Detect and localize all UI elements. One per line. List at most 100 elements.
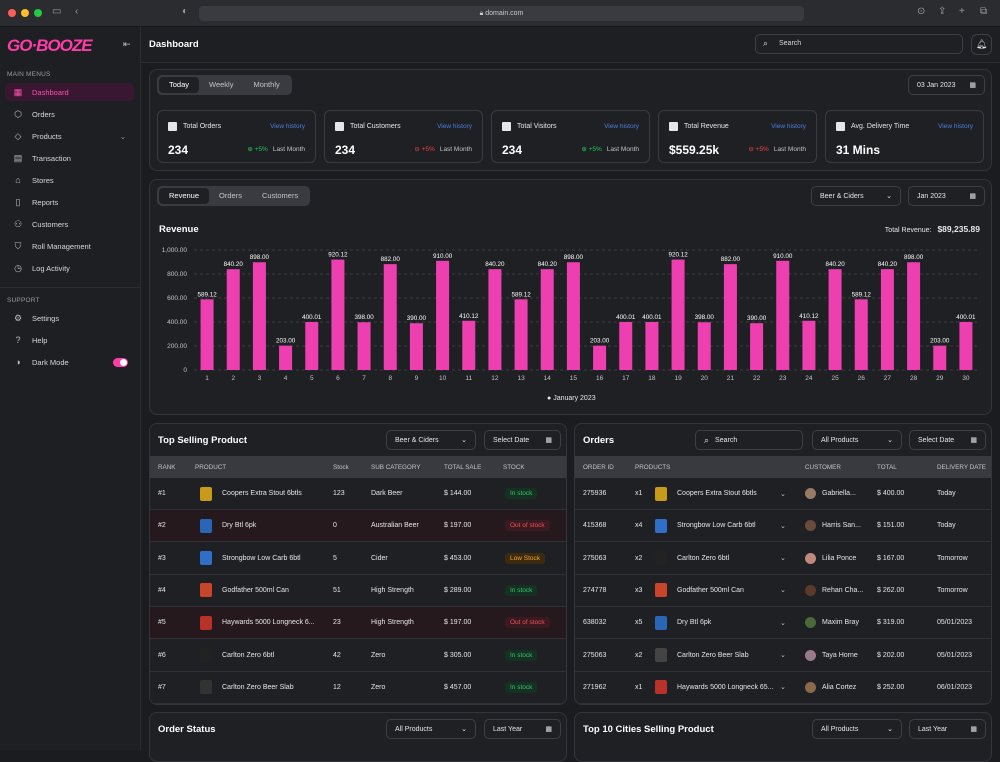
chevron-down-icon[interactable]: ⌄ — [780, 522, 786, 530]
sidebar-item-transaction[interactable]: ▤ Transaction — [5, 149, 134, 167]
bar[interactable] — [723, 264, 737, 370]
table-row[interactable]: #2 Dry Btl 6pk 0 Australian Beer $ 197.00 Out… — [150, 510, 566, 543]
chevron-down-icon[interactable]: ⌄ — [780, 652, 786, 659]
new-tab-icon[interactable]: + — [959, 6, 965, 17]
bar[interactable] — [226, 269, 240, 370]
tab-revenue[interactable]: Revenue — [159, 188, 210, 204]
dark-mode-toggle[interactable] — [113, 357, 128, 367]
product-filter-dropdown[interactable]: All Products ⌄ — [386, 719, 476, 739]
sidebar-item-roll-management[interactable]: ⛉ Roll Management — [5, 237, 134, 255]
bar[interactable] — [540, 269, 554, 370]
notification-bell-icon[interactable]: 🔔︎ — [971, 34, 992, 55]
table-row[interactable]: 275063 x2 Carlton Zero Beer Slab ⌄ Taya Horn… — [575, 640, 991, 672]
bar[interactable] — [645, 321, 659, 370]
table-row[interactable]: #5 Haywards 5000 Longneck 6... 23 High Stre… — [150, 607, 566, 640]
bar[interactable] — [880, 269, 894, 370]
bar[interactable] — [828, 269, 842, 370]
table-row[interactable]: #1 Coopers Extra Stout 6btls 123 Dark Beer $… — [150, 478, 566, 510]
bar[interactable] — [331, 259, 345, 370]
maximize-window-button[interactable] — [34, 9, 42, 17]
table-row[interactable]: #6 Carlton Zero 6btl 42 Zero $ 305.00 In stoc… — [150, 640, 566, 672]
bar[interactable] — [566, 262, 580, 370]
category-dropdown[interactable]: Beer & Ciders ⌄ — [386, 430, 476, 450]
sidebar-item-settings[interactable]: ⚙ Settings — [5, 309, 134, 327]
bar[interactable] — [907, 262, 921, 370]
product-filter-dropdown[interactable]: All Products ⌄ — [812, 719, 902, 739]
sidebar-item-dark-mode[interactable]: ◑ Dark Mode — [5, 353, 134, 371]
orders-search-input[interactable]: ⌕ Search — [695, 430, 803, 450]
share-icon[interactable]: ⇪ — [938, 6, 947, 17]
category-dropdown[interactable]: Beer & Ciders ⌄ — [811, 186, 901, 206]
select-date-button[interactable]: Select Date ▦ — [909, 430, 986, 450]
tab-orders[interactable]: Orders — [219, 191, 242, 200]
bar[interactable] — [619, 321, 633, 370]
period-picker[interactable]: Last Year ▦ — [909, 719, 986, 739]
back-icon[interactable]: ‹ — [75, 6, 79, 17]
table-row[interactable]: 638032 x5 Dry Btl 6pk ⌄ Maxim Bray $ 319.00 05… — [575, 607, 991, 640]
bar[interactable] — [933, 345, 947, 370]
view-history-link[interactable]: View history — [771, 123, 806, 130]
view-history-link[interactable]: View history — [437, 123, 472, 130]
sidebar-item-orders[interactable]: ⬡ Orders — [5, 105, 134, 123]
bar[interactable] — [671, 259, 685, 370]
chevron-down-icon[interactable]: ⌄ — [780, 619, 786, 627]
bar[interactable] — [593, 345, 607, 370]
bar[interactable] — [409, 323, 423, 370]
bar[interactable] — [462, 320, 476, 370]
tabs-icon[interactable]: ⧉ — [980, 6, 988, 17]
chevron-down-icon[interactable]: ⌄ — [780, 555, 786, 563]
sidebar-item-dashboard[interactable]: ▦ Dashboard — [5, 83, 134, 101]
minimize-window-button[interactable] — [21, 9, 29, 17]
table-row[interactable]: 274778 x3 Godfather 500ml Can ⌄ Rehan Cha...… — [575, 575, 991, 607]
table-row[interactable]: 271962 x1 Haywards 5000 Longneck 65... ⌄ Ali… — [575, 672, 991, 704]
bar[interactable] — [436, 260, 450, 370]
bar[interactable] — [305, 321, 319, 370]
download-icon[interactable]: ⊙ — [917, 6, 926, 17]
bar[interactable] — [252, 262, 266, 370]
sidebar-item-reports[interactable]: ▯ Reports — [5, 193, 134, 211]
address-bar[interactable]: 🔒︎ domain.com — [199, 6, 804, 21]
bar[interactable] — [854, 299, 868, 370]
bar[interactable] — [357, 322, 371, 370]
close-window-button[interactable] — [8, 9, 16, 17]
chevron-down-icon[interactable]: ⌄ — [780, 490, 786, 498]
view-history-link[interactable]: View history — [604, 123, 639, 130]
bar[interactable] — [488, 269, 502, 370]
sidebar-item-stores[interactable]: ⌂ Stores — [5, 171, 134, 189]
chevron-down-icon[interactable]: ⌄ — [780, 684, 786, 692]
table-row[interactable]: 275063 x2 Carlton Zero 6btl ⌄ Lilia Ponce $ 1… — [575, 543, 991, 575]
table-row[interactable]: 275936 x1 Coopers Extra Stout 6btls ⌄ Gabrie… — [575, 478, 991, 510]
tab-monthly[interactable]: Monthly — [253, 80, 280, 89]
tab-customers[interactable]: Customers — [261, 191, 299, 200]
bar[interactable] — [776, 260, 790, 370]
sidebar-item-log-activity[interactable]: ◷ Log Activity — [5, 259, 134, 277]
bar[interactable] — [279, 345, 293, 370]
view-history-link[interactable]: View history — [270, 123, 305, 130]
search-input[interactable]: ⌕ Search — [755, 34, 963, 54]
view-history-link[interactable]: View history — [938, 123, 973, 130]
bar[interactable] — [383, 264, 397, 370]
bar[interactable] — [750, 323, 764, 370]
sidebar-item-products[interactable]: ◇ Products ⌄ — [5, 127, 134, 145]
tab-today[interactable]: Today — [159, 77, 200, 93]
table-row[interactable]: #7 Carlton Zero Beer Slab 12 Zero $ 457.00 In… — [150, 672, 566, 704]
product-filter-dropdown[interactable]: All Products ⌄ — [812, 430, 902, 450]
bar[interactable] — [959, 321, 973, 370]
tab-weekly[interactable]: Weekly — [209, 80, 234, 89]
chevron-down-icon[interactable]: ⌄ — [780, 587, 786, 595]
table-row[interactable]: #3 Strongbow Low Carb 6btl 5 Cider $ 453.00 L… — [150, 543, 566, 575]
table-row[interactable]: #4 Godfather 500ml Can 51 High Strength $ 28… — [150, 575, 566, 607]
sidebar-item-customers[interactable]: ⚇ Customers — [5, 215, 134, 233]
sidebar-toggle-icon[interactable]: ▭ — [52, 6, 62, 17]
select-date-button[interactable]: Select Date ▦ — [484, 430, 561, 450]
bar[interactable] — [514, 299, 528, 370]
logo[interactable]: GO·BOOZE — [7, 36, 93, 55]
sidebar-item-help[interactable]: ? Help — [5, 331, 134, 349]
collapse-sidebar-icon[interactable]: ⇤ — [123, 39, 131, 49]
bar[interactable] — [697, 322, 711, 370]
bar[interactable] — [200, 299, 214, 370]
month-picker[interactable]: Jan 2023 ▦ — [908, 186, 985, 206]
table-row[interactable]: 415368 x4 Strongbow Low Carb 6btl ⌄ Harris S… — [575, 510, 991, 543]
bar[interactable] — [802, 320, 816, 370]
period-picker[interactable]: Last Year ▦ — [484, 719, 561, 739]
